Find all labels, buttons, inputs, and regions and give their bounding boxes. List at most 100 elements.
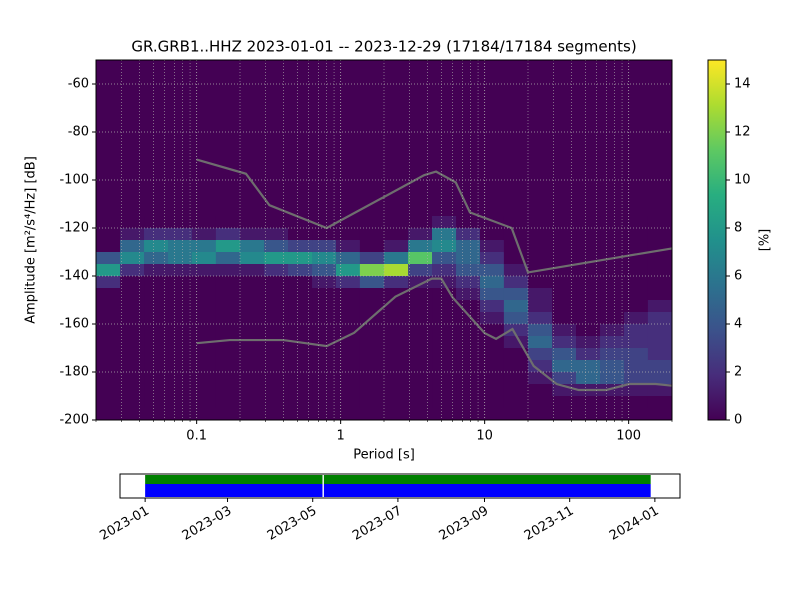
heatmap-cell (144, 228, 169, 241)
heatmap-cell (432, 216, 457, 229)
heatmap-cell (288, 324, 313, 337)
heatmap-cell (191, 372, 217, 385)
heatmap-cell (384, 384, 409, 397)
colorbar-label: [%] (758, 229, 773, 252)
heatmap-cell (576, 348, 601, 361)
heatmap-cell (479, 300, 505, 313)
heatmap-cell (647, 372, 673, 385)
heatmap-cell (191, 228, 217, 241)
coverage-segment (323, 475, 651, 484)
heatmap-cell (335, 336, 361, 349)
heatmap-cell (264, 252, 289, 265)
heatmap-cell (503, 228, 529, 241)
heatmap-cell (120, 372, 145, 385)
heatmap-cell (623, 384, 649, 397)
heatmap-cell (120, 312, 145, 325)
heatmap-cell (96, 396, 121, 409)
heatmap-cell (456, 396, 481, 409)
heatmap-cell (576, 360, 601, 373)
heatmap-cell (552, 348, 577, 361)
heatmap-cell (264, 324, 289, 337)
heatmap-cell (623, 348, 649, 361)
heatmap-cell (552, 360, 577, 373)
heatmap-cell (503, 312, 529, 325)
heatmap-cell (503, 396, 529, 409)
heatmap-cell (528, 216, 553, 229)
heatmap-cell (576, 396, 601, 409)
heatmap-cell (335, 228, 361, 241)
heatmap-cell (479, 372, 505, 385)
x-tick-label: 0.1 (186, 429, 207, 444)
heatmap-cell (576, 312, 601, 325)
chart-title: GR.GRB1..HHZ 2023-01-01 -- 2023-12-29 (1… (131, 38, 636, 56)
heatmap-cell (168, 312, 193, 325)
heatmap-cell (240, 348, 265, 361)
heatmap-cell (215, 252, 241, 265)
heatmap-cell (384, 312, 409, 325)
heatmap-cell (432, 348, 457, 361)
y-tick-label: -160 (59, 317, 89, 332)
heatmap-cell (600, 396, 625, 409)
timeline-tick-label: 2023-09 (437, 504, 492, 544)
heatmap-cell (600, 360, 625, 373)
heatmap-cell (647, 264, 673, 277)
heatmap-cell (384, 252, 409, 265)
heatmap-cell (120, 396, 145, 409)
heatmap-cell (240, 264, 265, 277)
heatmap-cell (215, 372, 241, 385)
heatmap-cell (552, 372, 577, 385)
heatmap-cell (288, 384, 313, 397)
heatmap-cell (144, 396, 169, 409)
heatmap-cell (215, 348, 241, 361)
heatmap-cell (335, 360, 361, 373)
heatmap-cell (647, 216, 673, 229)
heatmap-cell (288, 276, 313, 289)
timeline-tick-label: 2023-05 (265, 504, 320, 544)
y-tick-label: -180 (59, 365, 89, 380)
heatmap-cell (623, 396, 649, 409)
heatmap-cell (288, 300, 313, 313)
heatmap-cell (288, 252, 313, 265)
coverage-segment (323, 484, 651, 497)
heatmap-cell (408, 336, 433, 349)
heatmap-cell (456, 228, 481, 241)
heatmap-cell (312, 240, 337, 253)
heatmap-cell (528, 288, 553, 301)
heatmap-cell (191, 312, 217, 325)
heatmap-cell (335, 312, 361, 325)
heatmap-cell (264, 384, 289, 397)
heatmap-cell (552, 240, 577, 253)
heatmap-cell (576, 276, 601, 289)
heatmap-cell (456, 384, 481, 397)
heatmap-cell (456, 264, 481, 277)
heatmap-cell (623, 324, 649, 337)
heatmap-cell (240, 396, 265, 409)
heatmap-cell (456, 216, 481, 229)
heatmap-cell (168, 240, 193, 253)
y-tick-label: -60 (68, 77, 89, 92)
plot-frame (95, 59, 673, 421)
heatmap-cell (456, 276, 481, 289)
heatmap-cell (96, 276, 121, 289)
heatmap-cell (623, 216, 649, 229)
colorbar-tick-label: 14 (734, 77, 751, 92)
heatmap-cell (432, 396, 457, 409)
heatmap-cell (408, 252, 433, 265)
heatmap-cell (120, 216, 145, 229)
heatmap-cell (479, 336, 505, 349)
heatmap-cell (96, 300, 121, 313)
heatmap-cell (432, 300, 457, 313)
heatmap-cell (528, 348, 553, 361)
heatmap-cell (215, 336, 241, 349)
heatmap-cell (479, 252, 505, 265)
heatmap-cell (168, 384, 193, 397)
heatmap-cell (312, 264, 337, 277)
colorbar-tick-label: 2 (734, 365, 742, 380)
heatmap-cell (191, 360, 217, 373)
heatmap-cell (576, 228, 601, 241)
heatmap-cell (264, 396, 289, 409)
heatmap-cell (335, 216, 361, 229)
heatmap-cell (647, 396, 673, 409)
heatmap-cell (240, 276, 265, 289)
heatmap-cell (191, 348, 217, 361)
